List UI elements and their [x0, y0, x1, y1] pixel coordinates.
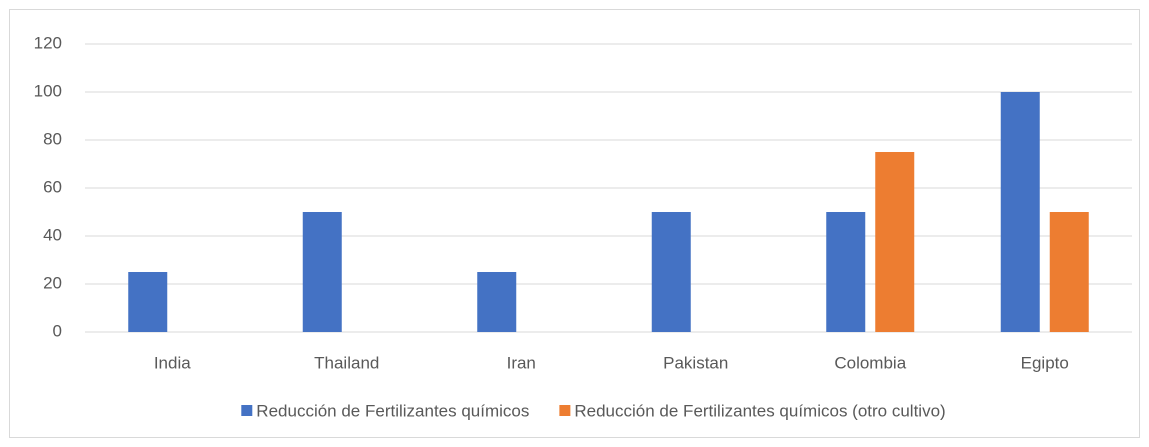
x-tick-label: India: [154, 353, 191, 372]
bar: [477, 272, 517, 332]
x-tick-label: Thailand: [314, 353, 379, 372]
legend-label: Reducción de Fertilizantes químicos (otr…: [574, 401, 945, 420]
bar: [875, 152, 915, 332]
x-tick-label: Pakistan: [663, 353, 728, 372]
y-tick-label: 120: [34, 33, 62, 52]
bar: [1049, 212, 1089, 332]
x-tick-label: Iran: [507, 353, 536, 372]
y-tick-label: 60: [43, 177, 62, 196]
y-tick-label: 20: [43, 273, 62, 292]
bar: [1000, 92, 1040, 332]
legend-swatch: [559, 405, 571, 416]
legend-label: Reducción de Fertilizantes químicos: [256, 401, 529, 420]
bar: [651, 212, 691, 332]
bar: [826, 212, 866, 332]
y-tick-label: 100: [34, 81, 62, 100]
chart-border: [9, 9, 1140, 438]
y-tick-label: 80: [43, 129, 62, 148]
bar: [128, 272, 168, 332]
bar: [302, 212, 342, 332]
legend-swatch: [241, 405, 253, 416]
x-tick-label: Egipto: [1021, 353, 1069, 372]
x-tick-label: Colombia: [834, 353, 906, 372]
y-tick-label: 0: [53, 321, 62, 340]
y-tick-label: 40: [43, 225, 62, 244]
